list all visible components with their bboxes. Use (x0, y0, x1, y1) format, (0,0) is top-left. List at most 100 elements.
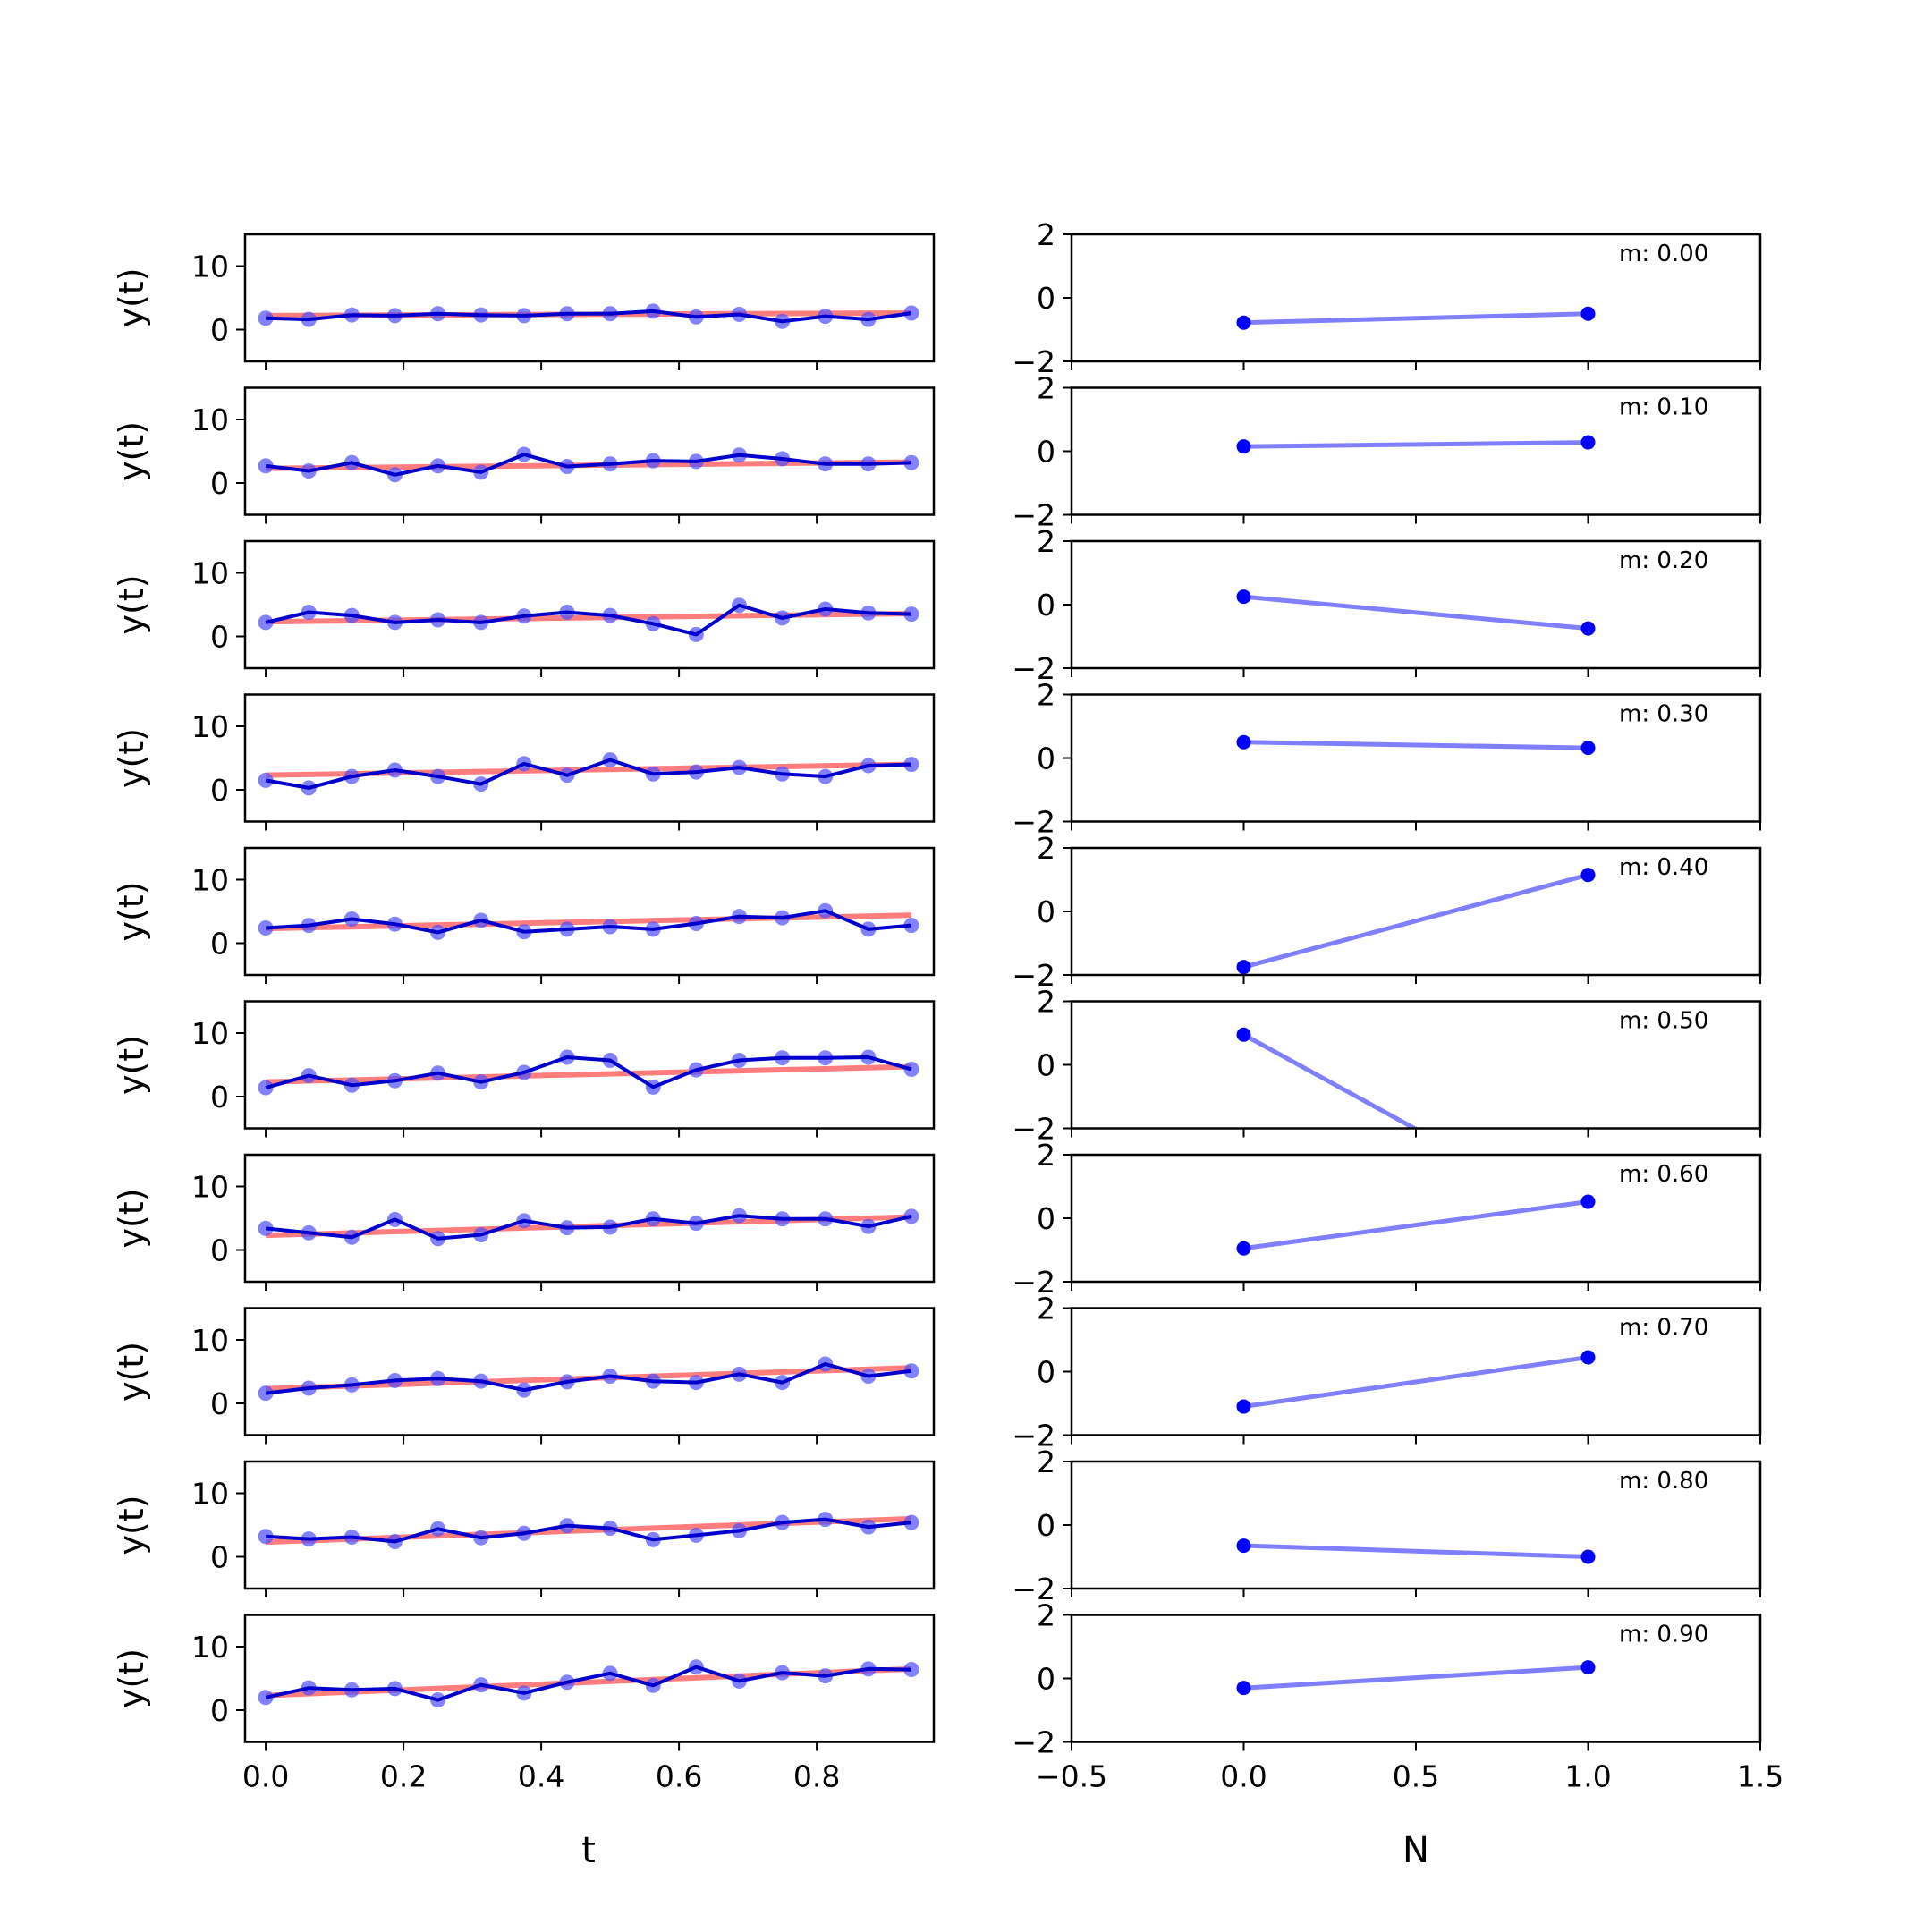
fit-line (266, 1063, 912, 1085)
left-panel-8: 0 10 y(t) (112, 1460, 936, 1597)
y-tick-label: −2 (1012, 1265, 1055, 1300)
panel-annotation: m: 0.60 (1619, 1161, 1708, 1188)
y-tick-label: 10 (191, 1323, 229, 1358)
y-tick-label: 10 (191, 1630, 229, 1665)
observed-marker (258, 1529, 274, 1545)
fit-line (266, 912, 912, 932)
panel-annotation: m: 0.70 (1619, 1315, 1708, 1342)
observed-marker (258, 772, 274, 788)
x-tick-label: 0.0 (1220, 1759, 1267, 1794)
y-tick-label: 0 (210, 1540, 229, 1575)
right-series-marker (1580, 1549, 1596, 1564)
x-tick-label: 1.0 (1564, 1759, 1611, 1794)
right-series-line (1243, 1355, 1589, 1409)
left-panel-frame (243, 233, 936, 363)
panel-annotation: m: 0.10 (1619, 394, 1708, 421)
x-tick-label: 1.5 (1737, 1759, 1784, 1794)
left-panel-frame (243, 1460, 936, 1590)
panel-annotation: m: 0.00 (1619, 241, 1708, 267)
right-series-line (1243, 1543, 1589, 1559)
right-series-marker (1580, 741, 1596, 756)
panel-annotation: m: 0.80 (1619, 1468, 1708, 1495)
y-tick-label: −2 (1012, 1419, 1055, 1453)
observed-line (265, 909, 912, 935)
right-series-marker (1236, 1681, 1251, 1696)
right-series-group (1236, 1027, 1419, 1129)
right-panel-9: m: 0.90 −2 0 2 −0.5 0.0 0.5 1.0 1.5 (1012, 1598, 1784, 1794)
left-panel-0: 0 10 y(t) (112, 233, 936, 370)
right-series-marker (1236, 589, 1251, 605)
left-panel-2: 0 10 y(t) (112, 539, 936, 677)
left-panel-frame (243, 1307, 936, 1436)
right-series-line (1243, 1665, 1589, 1690)
right-series-line (1243, 311, 1589, 326)
observed-marker (258, 1220, 274, 1236)
right-series-group (1236, 868, 1596, 975)
left-series-group (258, 446, 919, 483)
right-panel-8: m: 0.80 −2 0 2 (1012, 1445, 1762, 1606)
observed-line (265, 1517, 912, 1544)
y-axis-label: y(t) (112, 1648, 151, 1708)
y-tick-label: 0 (210, 927, 229, 962)
y-tick-label: 2 (1037, 1138, 1055, 1173)
y-tick-label: 2 (1037, 985, 1055, 1020)
right-x-axis-label: N (1402, 1830, 1429, 1871)
y-tick-label: 0 (1037, 741, 1055, 776)
y-tick-label: 10 (191, 1477, 229, 1512)
x-tick-label: 0.5 (1393, 1759, 1439, 1794)
right-panel-0: m: 0.00 −2 0 2 (1012, 217, 1762, 379)
y-tick-label: 10 (191, 709, 229, 744)
observed-line (265, 1214, 912, 1241)
y-tick-label: 0 (210, 773, 229, 808)
right-series-marker (1236, 960, 1251, 975)
right-panel-3: m: 0.30 −2 0 2 (1012, 678, 1762, 840)
y-tick-label: 0 (1037, 1662, 1055, 1697)
left-panel-6: 0 10 y(t) (112, 1153, 936, 1291)
y-tick-label: 2 (1037, 371, 1055, 406)
left-series-group (258, 1512, 919, 1549)
x-tick-label: 0.4 (518, 1759, 564, 1794)
y-tick-label: −2 (1012, 1112, 1055, 1147)
y-tick-label: 2 (1037, 831, 1055, 866)
right-series-line (1243, 1199, 1589, 1251)
right-series-group (1236, 1194, 1596, 1256)
right-series-group (1236, 589, 1596, 636)
y-tick-label: 2 (1037, 678, 1055, 713)
y-tick-label: 0 (1037, 894, 1055, 929)
y-tick-label: 10 (191, 556, 229, 591)
observed-line (265, 603, 912, 637)
y-axis-label: y(t) (112, 1495, 151, 1555)
panel-annotation: m: 0.50 (1619, 1008, 1708, 1035)
y-tick-label: −2 (1012, 1725, 1055, 1760)
y-tick-label: −2 (1012, 651, 1055, 686)
left-series-group (258, 902, 919, 940)
left-series-group (258, 303, 919, 329)
y-tick-label: 0 (1037, 588, 1055, 623)
left-panel-9: 0 10 y(t) 0.0 0.2 0.4 0.6 0.8 (112, 1614, 936, 1794)
left-panel-frame (243, 693, 936, 823)
y-axis-label: y(t) (112, 1342, 151, 1402)
left-series-group (258, 1356, 919, 1402)
right-panel-1: m: 0.10 −2 0 2 (1012, 371, 1762, 533)
right-series-line (1243, 440, 1589, 449)
left-panel-4: 0 10 y(t) (112, 846, 936, 984)
right-series-line (1242, 1032, 1419, 1129)
right-series-marker (1236, 1399, 1251, 1414)
right-panel-4: m: 0.40 −2 0 2 (1012, 831, 1762, 993)
right-series-marker (1580, 1660, 1596, 1675)
right-series-marker (1236, 439, 1251, 454)
y-tick-label: 0 (210, 1693, 229, 1728)
y-tick-label: 0 (1037, 435, 1055, 470)
observed-line (265, 758, 912, 790)
right-series-line (1243, 594, 1589, 631)
right-panel-6: m: 0.60 −2 0 2 (1012, 1138, 1762, 1300)
right-series-group (1236, 1350, 1596, 1414)
right-series-group (1236, 1660, 1596, 1696)
y-tick-label: 0 (210, 1233, 229, 1268)
x-tick-label: −0.5 (1036, 1759, 1107, 1794)
y-tick-label: 0 (210, 1386, 229, 1421)
y-tick-label: 10 (191, 863, 229, 898)
y-axis-label: y(t) (112, 728, 151, 788)
right-series-group (1236, 734, 1596, 756)
